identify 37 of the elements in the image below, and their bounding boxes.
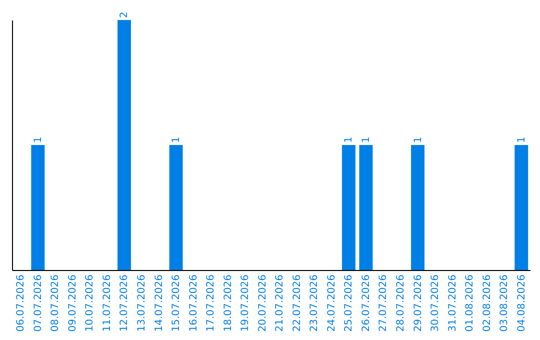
- x-tick-label: 02.08.2026: [482, 274, 493, 332]
- data-label: 1: [171, 136, 182, 143]
- x-tick-label: 24.07.2026: [326, 274, 338, 332]
- data-label: 1: [516, 136, 528, 143]
- x-tick-label: 19.07.2026: [240, 274, 252, 332]
- x-tick-label: 26.07.2026: [360, 274, 372, 332]
- x-tick-label: 27.07.2026: [378, 274, 390, 332]
- x-tick-label: 06.07.2026: [16, 274, 27, 332]
- x-tick-label: 09.07.2026: [67, 274, 78, 332]
- x-tick-label: 22.07.2026: [292, 274, 303, 332]
- x-tick-label: 08.07.2026: [50, 274, 62, 332]
- data-label: 1: [360, 136, 372, 143]
- x-tick-label: 01.08.2026: [464, 274, 476, 332]
- x-tick-label: 07.07.2026: [32, 274, 44, 332]
- x-tick-label: 13.07.2026: [136, 274, 148, 332]
- x-tick-label: 25.07.2026: [344, 274, 355, 332]
- x-tick-label: 28.07.2026: [396, 274, 406, 332]
- x-tick-label: 30.07.2026: [430, 274, 442, 332]
- x-tick-label: 11.07.2026: [102, 274, 113, 332]
- x-tick-label: 03.08.2026: [499, 274, 510, 332]
- x-tick-label: 04.08.2026: [516, 274, 528, 332]
- data-label: 1: [32, 136, 44, 143]
- data-label: 1: [412, 136, 424, 143]
- x-tick-label: 29.07.2026: [412, 274, 424, 332]
- x-tick-label: 10.07.2026: [84, 274, 96, 332]
- x-tick-label: 16.07.2026: [188, 274, 200, 332]
- x-tick-label: 12.07.2026: [119, 274, 130, 332]
- x-tick-label: 15.07.2026: [171, 274, 182, 332]
- x-tick-label: 23.07.2026: [309, 274, 320, 332]
- x-tick-label: 17.07.2026: [206, 274, 217, 332]
- x-tick-label: 18.07.2026: [222, 274, 234, 332]
- x-tick-label: 14.07.2026: [154, 274, 165, 332]
- data-label: 1: [344, 136, 355, 143]
- x-tick-label: 31.07.2026: [447, 274, 458, 332]
- data-label: 2: [119, 12, 130, 18]
- x-tick-label: 21.07.2026: [274, 274, 286, 332]
- x-tick-label: 20.07.2026: [257, 274, 268, 332]
